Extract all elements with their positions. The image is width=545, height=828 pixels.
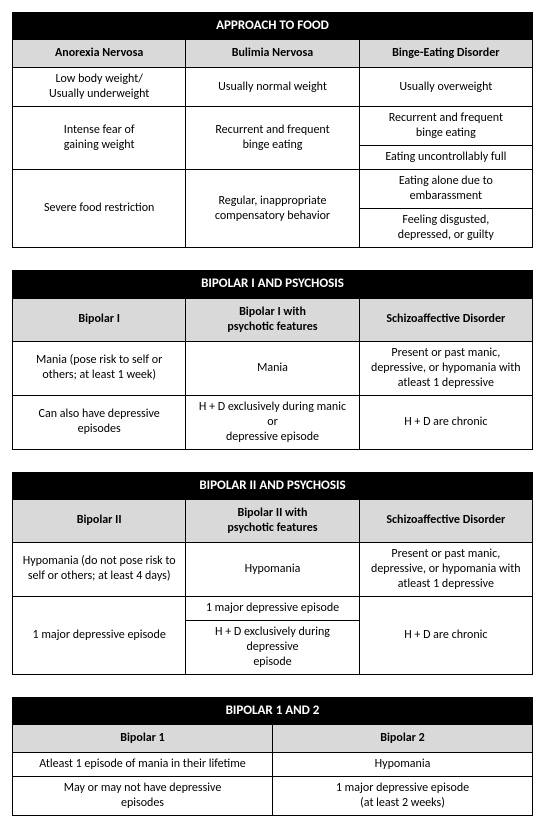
cell: Mania (pose risk to self orothers; at le… [13, 341, 186, 395]
table-approach-to-food: APPROACH TO FOOD Anorexia Nervosa Bulimi… [12, 12, 533, 248]
cell: Usually overweight [359, 68, 532, 107]
cell: Eating uncontrollably full [359, 146, 532, 170]
cell: Regular, inappropriatecompensatory behav… [186, 170, 359, 248]
cell: 1 major depressive episode(at least 2 we… [273, 777, 533, 816]
cell: Present or past manic,depressive, or hyp… [359, 542, 532, 596]
col-header: Bipolar 1 [13, 725, 273, 753]
table-title: BIPOLAR 1 AND 2 [13, 697, 533, 724]
cell: Intense fear ofgaining weight [13, 107, 186, 170]
table-title: BIPOLAR II AND PSYCHOSIS [13, 472, 533, 499]
cell: Recurrent and frequentbinge eating [359, 107, 532, 146]
col-header: Bipolar 2 [273, 725, 533, 753]
cell: Hypomania [186, 542, 359, 596]
cell: Hypomania [273, 753, 533, 777]
cell: H + D exclusively during manic ordepress… [186, 395, 359, 449]
cell: Mania [186, 341, 359, 395]
cell: 1 major depressive episode [186, 596, 359, 620]
table-bipolar1-psychosis: BIPOLAR I AND PSYCHOSIS Bipolar I Bipola… [12, 270, 533, 449]
col-header: Bipolar II [13, 499, 186, 542]
col-header: Schizoaffective Disorder [359, 499, 532, 542]
cell: H + D are chronic [359, 596, 532, 674]
cell: H + D are chronic [359, 395, 532, 449]
cell: May or may not have depressiveepisodes [13, 777, 273, 816]
cell: Severe food restriction [13, 170, 186, 248]
col-header: Schizoaffective Disorder [359, 298, 532, 341]
col-header: Bipolar I [13, 298, 186, 341]
table-bipolar2-psychosis: BIPOLAR II AND PSYCHOSIS Bipolar II Bipo… [12, 472, 533, 675]
table-bipolar-1-2: BIPOLAR 1 AND 2 Bipolar 1 Bipolar 2 Atle… [12, 697, 533, 816]
cell: Feeling disgusted,depressed, or guilty [359, 209, 532, 248]
col-header: Bipolar II withpsychotic features [186, 499, 359, 542]
col-header: Anorexia Nervosa [13, 40, 186, 68]
cell: Eating alone due toembarassment [359, 170, 532, 209]
cell: Low body weight/Usually underweight [13, 68, 186, 107]
cell: H + D exclusively during depressiveepiso… [186, 620, 359, 674]
table-title: APPROACH TO FOOD [13, 13, 533, 40]
table-title: BIPOLAR I AND PSYCHOSIS [13, 271, 533, 298]
cell: Atleast 1 episode of mania in their life… [13, 753, 273, 777]
cell: Hypomania (do not pose risk toself or ot… [13, 542, 186, 596]
cell: Recurrent and frequentbinge eating [186, 107, 359, 170]
cell: Present or past manic,depressive, or hyp… [359, 341, 532, 395]
cell: 1 major depressive episode [13, 596, 186, 674]
cell: Usually normal weight [186, 68, 359, 107]
col-header: Bipolar I withpsychotic features [186, 298, 359, 341]
col-header: Bulimia Nervosa [186, 40, 359, 68]
cell: Can also have depressiveepisodes [13, 395, 186, 449]
col-header: Binge-Eating Disorder [359, 40, 532, 68]
